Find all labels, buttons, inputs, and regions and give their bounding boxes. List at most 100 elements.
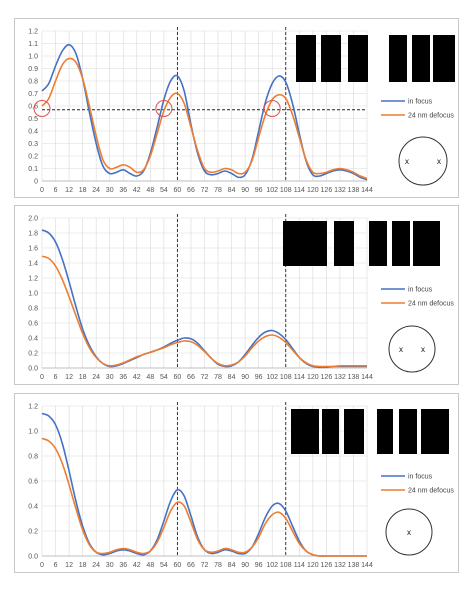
y-tick-label: 0.5 [28,116,38,123]
x-tick-label: 126 [321,374,333,381]
y-tick-label: 0.0 [28,366,38,373]
y-tick-label: 2.0 [28,216,38,223]
x-tick-label: 42 [133,374,141,381]
y-tick-label: 0.2 [28,154,38,161]
pupil-marker: x [407,528,411,537]
x-tick-label: 12 [65,187,73,194]
pattern-bar [369,221,387,266]
x-tick-label: 60 [174,562,182,569]
y-tick-label: 0.6 [28,321,38,328]
pupil-circle [388,325,436,373]
x-tick-label: 12 [65,374,73,381]
x-tick-label: 108 [280,374,292,381]
x-tick-label: 120 [307,374,319,381]
y-tick-label: 1.8 [28,231,38,238]
x-tick-label: 72 [201,374,209,381]
pattern-bar [296,35,316,82]
pattern-bar [348,35,368,82]
y-tick-label: 0.2 [28,529,38,536]
x-tick-label: 60 [174,374,182,381]
pupil-marker: x [421,345,425,354]
x-tick-label: 144 [361,374,373,381]
x-tick-label: 132 [334,562,346,569]
x-tick-label: 138 [348,374,360,381]
x-tick-label: 78 [214,374,222,381]
pupil-circle [398,136,448,186]
pupil-marker: x [437,157,441,166]
x-tick-label: 102 [266,562,278,569]
legend-label: 24 nm defocus [408,113,454,120]
x-tick-label: 48 [146,374,154,381]
y-tick-label: 1.2 [28,29,38,36]
series-line-in-focus [41,43,368,181]
x-tick-label: 36 [119,187,127,194]
x-tick-label: 24 [92,187,100,194]
x-tick-label: 114 [294,374,305,381]
y-tick-label: 0.8 [28,79,38,86]
highlight-circle [263,100,281,117]
x-tick-label: 96 [255,187,263,194]
highlight-circle [155,100,173,117]
y-tick-label: 0.4 [28,129,38,136]
x-tick-label: 6 [54,374,58,381]
y-tick-label: 1.2 [28,276,38,283]
chart-panel-3: 0 6 12 18 24 30 36 42 48 54 60 66 72 78 84 90 96 102 108 11… [14,393,459,573]
pattern-bar [283,221,309,266]
y-tick-label: 0.8 [28,306,38,313]
y-tick-label: 0.7 [28,91,38,98]
series-line-defocus [41,57,368,180]
chart-svg-3: 0 6 12 18 24 30 36 42 48 54 60 66 72 78 84 90 96 102 108 11… [28,402,454,569]
x-tick-label: 126 [321,562,333,569]
x-tick-label: 54 [160,187,168,194]
x-tick-label: 144 [361,187,373,194]
y-tick-label: 1.0 [28,429,38,436]
pupil-marker: x [399,345,403,354]
y-tick-label: 1.2 [28,404,38,411]
x-tick-label: 42 [133,562,141,569]
x-tick-label: 24 [92,562,100,569]
pattern-bar [321,35,341,82]
x-tick-label: 0 [40,562,44,569]
legend-label: in focus [408,99,433,106]
x-tick-label: 48 [146,187,154,194]
y-tick-label: 1.1 [28,41,38,48]
x-tick-label: 30 [106,374,114,381]
x-tick-label: 108 [280,187,292,194]
pattern-bar [413,221,440,266]
x-tick-label: 96 [255,562,263,569]
x-tick-label: 114 [294,562,305,569]
y-tick-label: 0.3 [28,141,38,148]
series-line-defocus [41,255,367,368]
pattern-bar [309,221,327,266]
x-tick-label: 18 [79,187,87,194]
x-tick-label: 108 [280,562,292,569]
x-tick-label: 78 [214,562,222,569]
series-line-defocus [41,437,367,557]
chart-panel-1: 0 6 12 18 24 30 36 42 48 54 60 66 72 78 84 90 96 102 108 11… [14,18,459,198]
x-tick-label: 0 [40,374,44,381]
x-tick-label: 96 [255,374,263,381]
x-tick-label: 132 [334,187,346,194]
pattern-bar [334,221,354,266]
legend-label: 24 nm defocus [408,301,454,308]
y-tick-label: 0.4 [28,504,38,511]
x-tick-label: 18 [79,562,87,569]
pattern-bar [344,409,364,454]
x-tick-label: 126 [321,187,333,194]
pupil-circle [385,508,433,556]
x-tick-label: 138 [348,187,360,194]
x-tick-label: 90 [241,374,249,381]
x-tick-label: 66 [187,374,195,381]
y-tick-label: 0.9 [28,66,38,73]
x-tick-label: 78 [214,187,222,194]
x-tick-label: 84 [228,187,236,194]
x-tick-label: 66 [187,187,195,194]
pattern-bar [389,35,407,82]
y-tick-label: 1.0 [28,291,38,298]
x-tick-label: 120 [307,562,319,569]
legend-label: in focus [408,474,433,481]
x-tick-label: 54 [160,374,168,381]
x-tick-label: 6 [54,562,58,569]
x-tick-label: 18 [79,374,87,381]
pattern-bar [377,409,393,454]
